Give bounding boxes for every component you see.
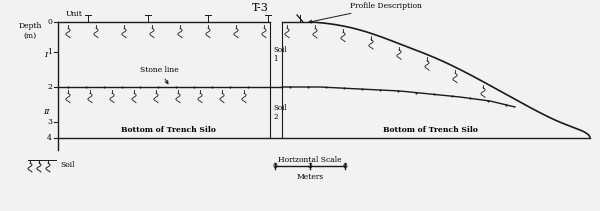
Text: 0: 0 bbox=[47, 18, 52, 26]
Text: Bottom of Trench Silo: Bottom of Trench Silo bbox=[383, 126, 478, 134]
Text: I: I bbox=[44, 51, 47, 59]
Text: Stone line: Stone line bbox=[140, 66, 179, 84]
Text: 1: 1 bbox=[47, 48, 52, 56]
Text: 4: 4 bbox=[47, 134, 52, 142]
Text: Bottom of Trench Silo: Bottom of Trench Silo bbox=[121, 126, 215, 134]
Text: Soil
2: Soil 2 bbox=[273, 104, 287, 121]
Text: Soil
1: Soil 1 bbox=[273, 46, 287, 63]
Text: Meters: Meters bbox=[296, 173, 323, 181]
Text: 6: 6 bbox=[343, 162, 347, 170]
Text: Horizontal Scale: Horizontal Scale bbox=[278, 156, 342, 164]
Text: 0: 0 bbox=[272, 162, 277, 170]
Text: 2: 2 bbox=[47, 83, 52, 91]
Text: II: II bbox=[43, 108, 49, 116]
Text: T-3: T-3 bbox=[251, 3, 268, 13]
Text: Profile Description: Profile Description bbox=[309, 2, 422, 23]
Text: Soil: Soil bbox=[60, 161, 74, 169]
Text: 3: 3 bbox=[308, 162, 313, 170]
Text: Unit: Unit bbox=[66, 10, 83, 18]
Text: Depth: Depth bbox=[18, 22, 42, 30]
Text: (m): (m) bbox=[23, 32, 37, 40]
Text: 3: 3 bbox=[47, 118, 52, 126]
